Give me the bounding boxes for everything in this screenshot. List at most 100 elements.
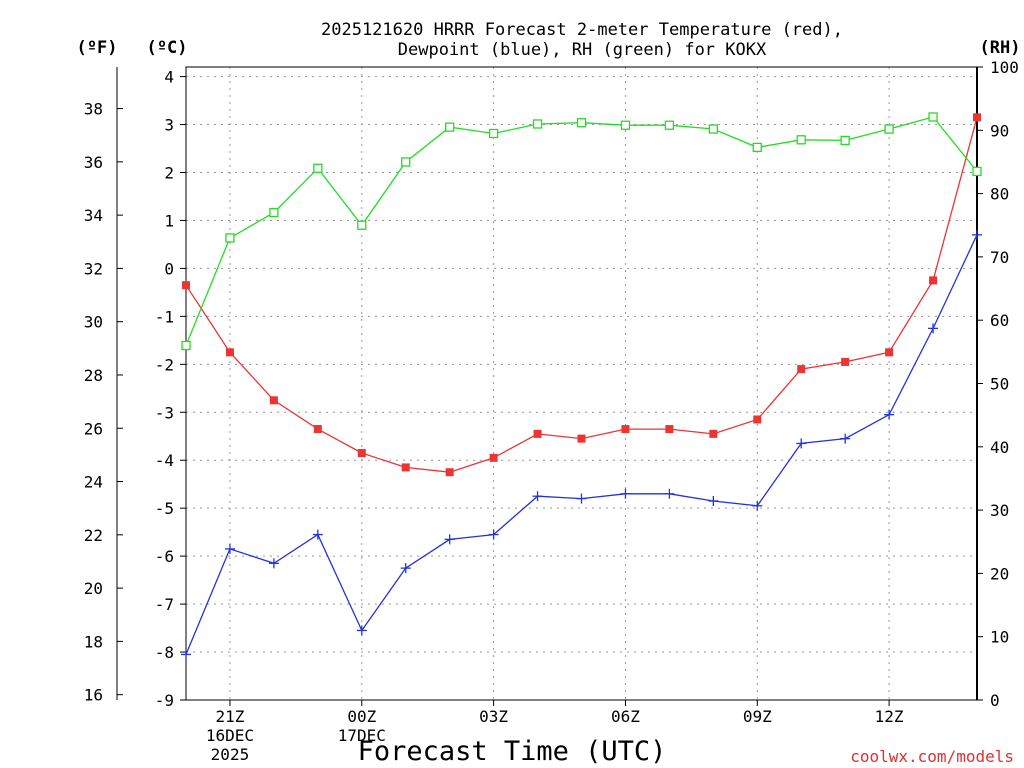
celsius-tick-label: -2 <box>155 355 174 374</box>
series-line <box>185 234 978 655</box>
x-tick-label: 06Z <box>611 707 640 726</box>
series-dewpoint <box>181 229 982 660</box>
rh-tick-label: 10 <box>990 628 1009 647</box>
dewpoint-point <box>268 558 279 569</box>
fahrenheit-tick-label: 38 <box>84 100 103 119</box>
x-tick-label: 00Z <box>347 707 376 726</box>
rh-tick-label: 60 <box>990 311 1009 330</box>
dewpoint-point <box>532 491 543 502</box>
rh-point <box>225 233 235 243</box>
chart-title-line1: 2025121620 HRRR Forecast 2-meter Tempera… <box>321 20 843 40</box>
fahrenheit-tick-label: 16 <box>84 686 103 705</box>
celsius-tick-label: -9 <box>155 691 174 710</box>
celsius-tick-label: -7 <box>155 595 174 614</box>
rh-point <box>796 135 806 145</box>
temperature-point <box>929 276 938 285</box>
fahrenheit-tick-label: 32 <box>84 259 103 278</box>
fahrenheit-tick-label: 30 <box>84 313 103 332</box>
rh-tick-label: 100 <box>990 58 1019 77</box>
dewpoint-point <box>356 625 367 636</box>
fahrenheit-tick-label: 22 <box>84 526 103 545</box>
rh-point <box>532 119 543 129</box>
rh-tick-label: 80 <box>990 185 1009 204</box>
dewpoint-point <box>620 488 631 499</box>
series-2-meter-temperature <box>182 113 981 477</box>
fahrenheit-tick-label: 36 <box>84 153 103 172</box>
data-series <box>181 112 982 660</box>
temperature-point <box>225 348 234 357</box>
x-tick-date-label: 16DEC <box>206 726 254 745</box>
rh-point <box>576 118 587 128</box>
rh-point <box>401 157 411 167</box>
series-line <box>185 116 978 346</box>
x-tick-date-label: 17DEC <box>338 726 386 745</box>
temperature-point <box>621 425 630 434</box>
dewpoint-point <box>972 229 982 240</box>
x-tick-label: 21Z <box>215 707 244 726</box>
rh-point <box>181 340 191 351</box>
temperature-point <box>269 396 278 405</box>
celsius-tick-label: -1 <box>155 307 174 326</box>
temperature-point <box>313 425 322 434</box>
dewpoint-point <box>400 563 411 574</box>
temperature-point <box>885 348 894 357</box>
celsius-tick-label: 3 <box>164 116 174 135</box>
dewpoint-point <box>664 488 675 499</box>
rh-point <box>357 220 367 230</box>
celsius-tick-label: 1 <box>164 211 174 230</box>
temperature-point <box>401 463 410 472</box>
left-axis-celsius-label: (ºC) <box>147 38 188 58</box>
rh-tick-label: 40 <box>990 438 1009 457</box>
series-rh <box>181 112 982 351</box>
rh-point <box>752 142 762 153</box>
dewpoint-point <box>488 529 499 540</box>
celsius-tick-label: -6 <box>155 547 174 566</box>
temperature-point <box>489 453 498 462</box>
dewpoint-point <box>224 543 235 554</box>
rh-point <box>840 135 850 146</box>
dewpoint-point <box>576 493 587 504</box>
celsius-tick-label: -5 <box>155 499 174 518</box>
dewpoint-point <box>840 433 851 444</box>
dewpoint-point <box>181 649 191 660</box>
rh-tick-label: 20 <box>990 564 1009 583</box>
temperature-point <box>357 449 366 458</box>
rh-tick-label: 50 <box>990 375 1009 394</box>
left-axis-fahrenheit-label: (ºF) <box>77 38 118 58</box>
rh-tick-label: 30 <box>990 501 1009 520</box>
rh-tick-label: 70 <box>990 248 1009 267</box>
rh-tick-label: 90 <box>990 121 1009 140</box>
fahrenheit-tick-label: 34 <box>84 206 103 225</box>
dewpoint-point <box>796 438 807 449</box>
fahrenheit-tick-label: 26 <box>84 419 103 438</box>
rh-point <box>488 128 499 139</box>
fahrenheit-tick-label: 20 <box>84 579 103 598</box>
temperature-point <box>665 425 674 434</box>
dewpoint-point <box>752 500 763 511</box>
celsius-tick-label: 4 <box>164 68 174 87</box>
fahrenheit-tick-label: 28 <box>84 366 103 385</box>
chart-title-line2: Dewpoint (blue), RH (green) for KOKX <box>398 40 767 60</box>
temperature-point <box>797 365 806 374</box>
right-axis-rh-label: (RH) <box>980 38 1021 58</box>
x-tick-label: 03Z <box>479 707 508 726</box>
temperature-point <box>753 415 762 424</box>
temperature-point <box>973 113 981 122</box>
temperature-point <box>533 429 542 438</box>
temperature-point <box>709 429 718 438</box>
x-tick-year-label: 2025 <box>211 745 250 764</box>
rh-point <box>884 124 894 134</box>
celsius-tick-label: 0 <box>164 259 174 278</box>
dewpoint-point <box>928 323 939 334</box>
rh-point <box>313 163 323 173</box>
plot-frame <box>185 66 978 701</box>
celsius-tick-label: -4 <box>155 451 174 470</box>
fahrenheit-tick-label: 18 <box>84 632 103 651</box>
series-line <box>185 117 978 473</box>
rh-point <box>664 120 675 130</box>
rh-tick-label: 0 <box>990 691 1000 710</box>
dewpoint-point <box>312 529 323 540</box>
temperature-point <box>841 357 850 366</box>
grid-lines <box>186 67 977 700</box>
